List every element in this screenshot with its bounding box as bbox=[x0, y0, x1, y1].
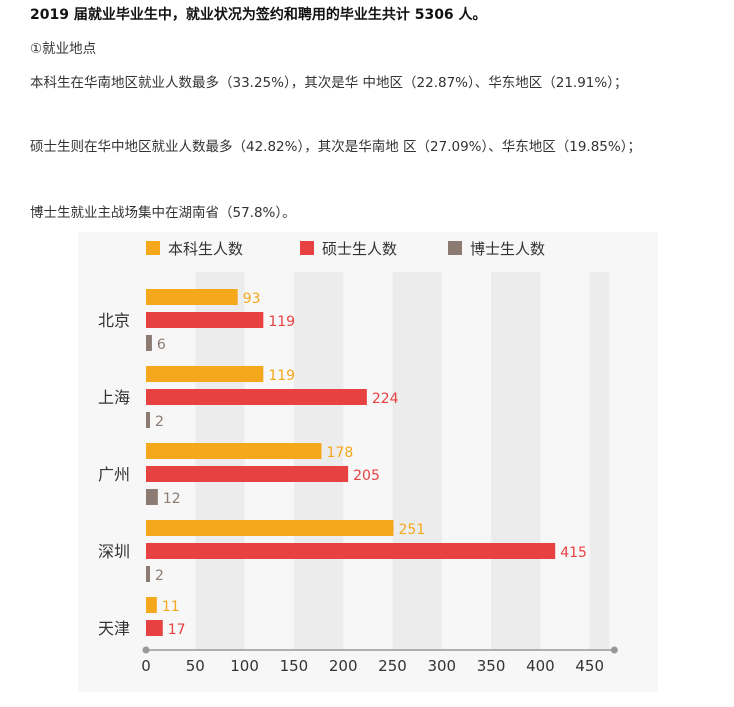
legend-label: 硕士生人数 bbox=[322, 240, 397, 258]
category-label: 天津 bbox=[98, 619, 130, 638]
x-tick-label: 300 bbox=[427, 657, 456, 675]
grid-band bbox=[195, 272, 245, 650]
bar bbox=[146, 335, 152, 351]
chart-svg: 本科生人数 硕士生人数 博士生人数北京931196上海1192242广州178205… bbox=[98, 240, 618, 675]
grid-band bbox=[293, 272, 344, 650]
data-label: 224 bbox=[372, 391, 399, 407]
data-label: 251 bbox=[398, 522, 425, 538]
grid-band bbox=[491, 272, 541, 650]
x-tick-label: 350 bbox=[477, 657, 506, 675]
bar bbox=[146, 620, 163, 636]
legend-swatch bbox=[448, 241, 462, 255]
x-tick-label: 0 bbox=[141, 657, 151, 675]
data-label: 415 bbox=[560, 545, 587, 561]
data-label: 17 bbox=[168, 622, 186, 638]
category-label: 广州 bbox=[98, 465, 130, 484]
axis-end-dot bbox=[610, 646, 618, 654]
bar bbox=[146, 412, 150, 428]
phd-paragraph: 博士生就业主战场集中在湖南省（57.8%）。 bbox=[30, 205, 296, 221]
category-label: 北京 bbox=[98, 311, 130, 330]
bar-chart: 本科生人数 硕士生人数 博士生人数 北京 93 119 6 上海 119 224 2 广州 178 205… bbox=[78, 232, 658, 692]
bar bbox=[146, 443, 322, 459]
data-label: 2 bbox=[155, 414, 164, 430]
legend-label: 本科生人数 bbox=[168, 240, 243, 258]
legend-label: 博士生人数 bbox=[470, 240, 545, 258]
section-label: ①就业地点 bbox=[30, 41, 97, 57]
data-label: 93 bbox=[243, 291, 261, 307]
grid-band bbox=[589, 272, 610, 650]
x-tick-label: 450 bbox=[575, 657, 604, 675]
x-tick-label: 250 bbox=[378, 657, 407, 675]
article-heading: 2019 届就业毕业生中，就业状况为签约和聘用的毕业生共计 5306 人。 bbox=[30, 7, 487, 23]
category-label: 上海 bbox=[98, 388, 130, 407]
data-label: 178 bbox=[327, 445, 354, 461]
bar bbox=[146, 489, 158, 505]
x-tick-label: 200 bbox=[329, 657, 358, 675]
data-label: 11 bbox=[162, 599, 180, 615]
bar bbox=[146, 312, 264, 328]
axis-origin-dot bbox=[142, 646, 150, 654]
bar bbox=[146, 389, 367, 405]
legend-swatch bbox=[300, 241, 314, 255]
master-paragraph: 硕士生则在华中地区就业人数最多（42.82%），其次是华南地 区（27.09%）… bbox=[30, 139, 641, 155]
bar bbox=[146, 366, 264, 382]
bar bbox=[146, 520, 394, 536]
data-label: 119 bbox=[268, 314, 295, 330]
bar bbox=[146, 289, 238, 305]
bar bbox=[146, 543, 556, 559]
grid-band bbox=[392, 272, 442, 650]
legend-swatch bbox=[146, 241, 160, 255]
data-label: 2 bbox=[155, 568, 164, 584]
bar bbox=[146, 466, 349, 482]
data-label: 12 bbox=[163, 491, 181, 507]
bar bbox=[146, 597, 157, 613]
x-tick-label: 50 bbox=[186, 657, 205, 675]
x-tick-label: 150 bbox=[280, 657, 309, 675]
undergrad-paragraph: 本科生在华南地区就业人数最多（33.25%），其次是华 中地区（22.87%）、… bbox=[30, 75, 628, 91]
data-label: 205 bbox=[353, 468, 380, 484]
bar bbox=[146, 566, 150, 582]
category-label: 深圳 bbox=[98, 542, 130, 561]
data-label: 119 bbox=[268, 368, 295, 384]
x-tick-label: 400 bbox=[526, 657, 555, 675]
x-tick-label: 100 bbox=[230, 657, 259, 675]
data-label: 6 bbox=[157, 337, 166, 353]
